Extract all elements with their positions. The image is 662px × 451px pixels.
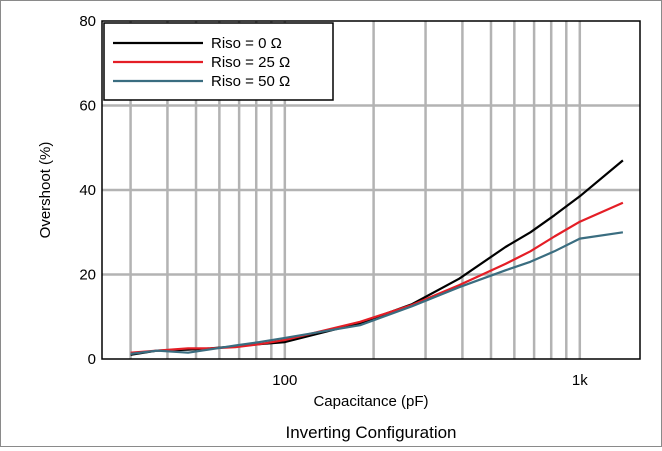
y-tick-label: 80: [79, 13, 96, 30]
y-tick-labels: 0 20 40 60 80: [79, 13, 96, 368]
plot-area-border: [101, 20, 641, 360]
y-tick-label: 40: [79, 182, 96, 199]
legend-label-1: Riso = 25 Ω: [211, 54, 290, 71]
series-lines: [130, 159, 624, 356]
series-line-1: [130, 201, 624, 354]
x-tick-labels: 100 1k: [272, 372, 588, 389]
y-tick-label: 20: [79, 267, 96, 284]
x-axis-label: Capacitance (pF): [313, 393, 428, 410]
legend-label-2: Riso = 50 Ω: [211, 73, 290, 90]
x-tick-label: 100: [272, 372, 297, 389]
series-line-2: [130, 231, 624, 355]
legend-label-0: Riso = 0 Ω: [211, 35, 282, 52]
legend: Riso = 0 Ω Riso = 25 Ω Riso = 50 Ω: [103, 22, 334, 101]
y-tick-label: 60: [79, 98, 96, 115]
chart-caption: Inverting Configuration: [285, 423, 456, 442]
y-axis-label: Overshoot (%): [37, 142, 54, 239]
x-tick-label: 1k: [572, 372, 588, 389]
y-tick-label: 0: [88, 351, 96, 368]
